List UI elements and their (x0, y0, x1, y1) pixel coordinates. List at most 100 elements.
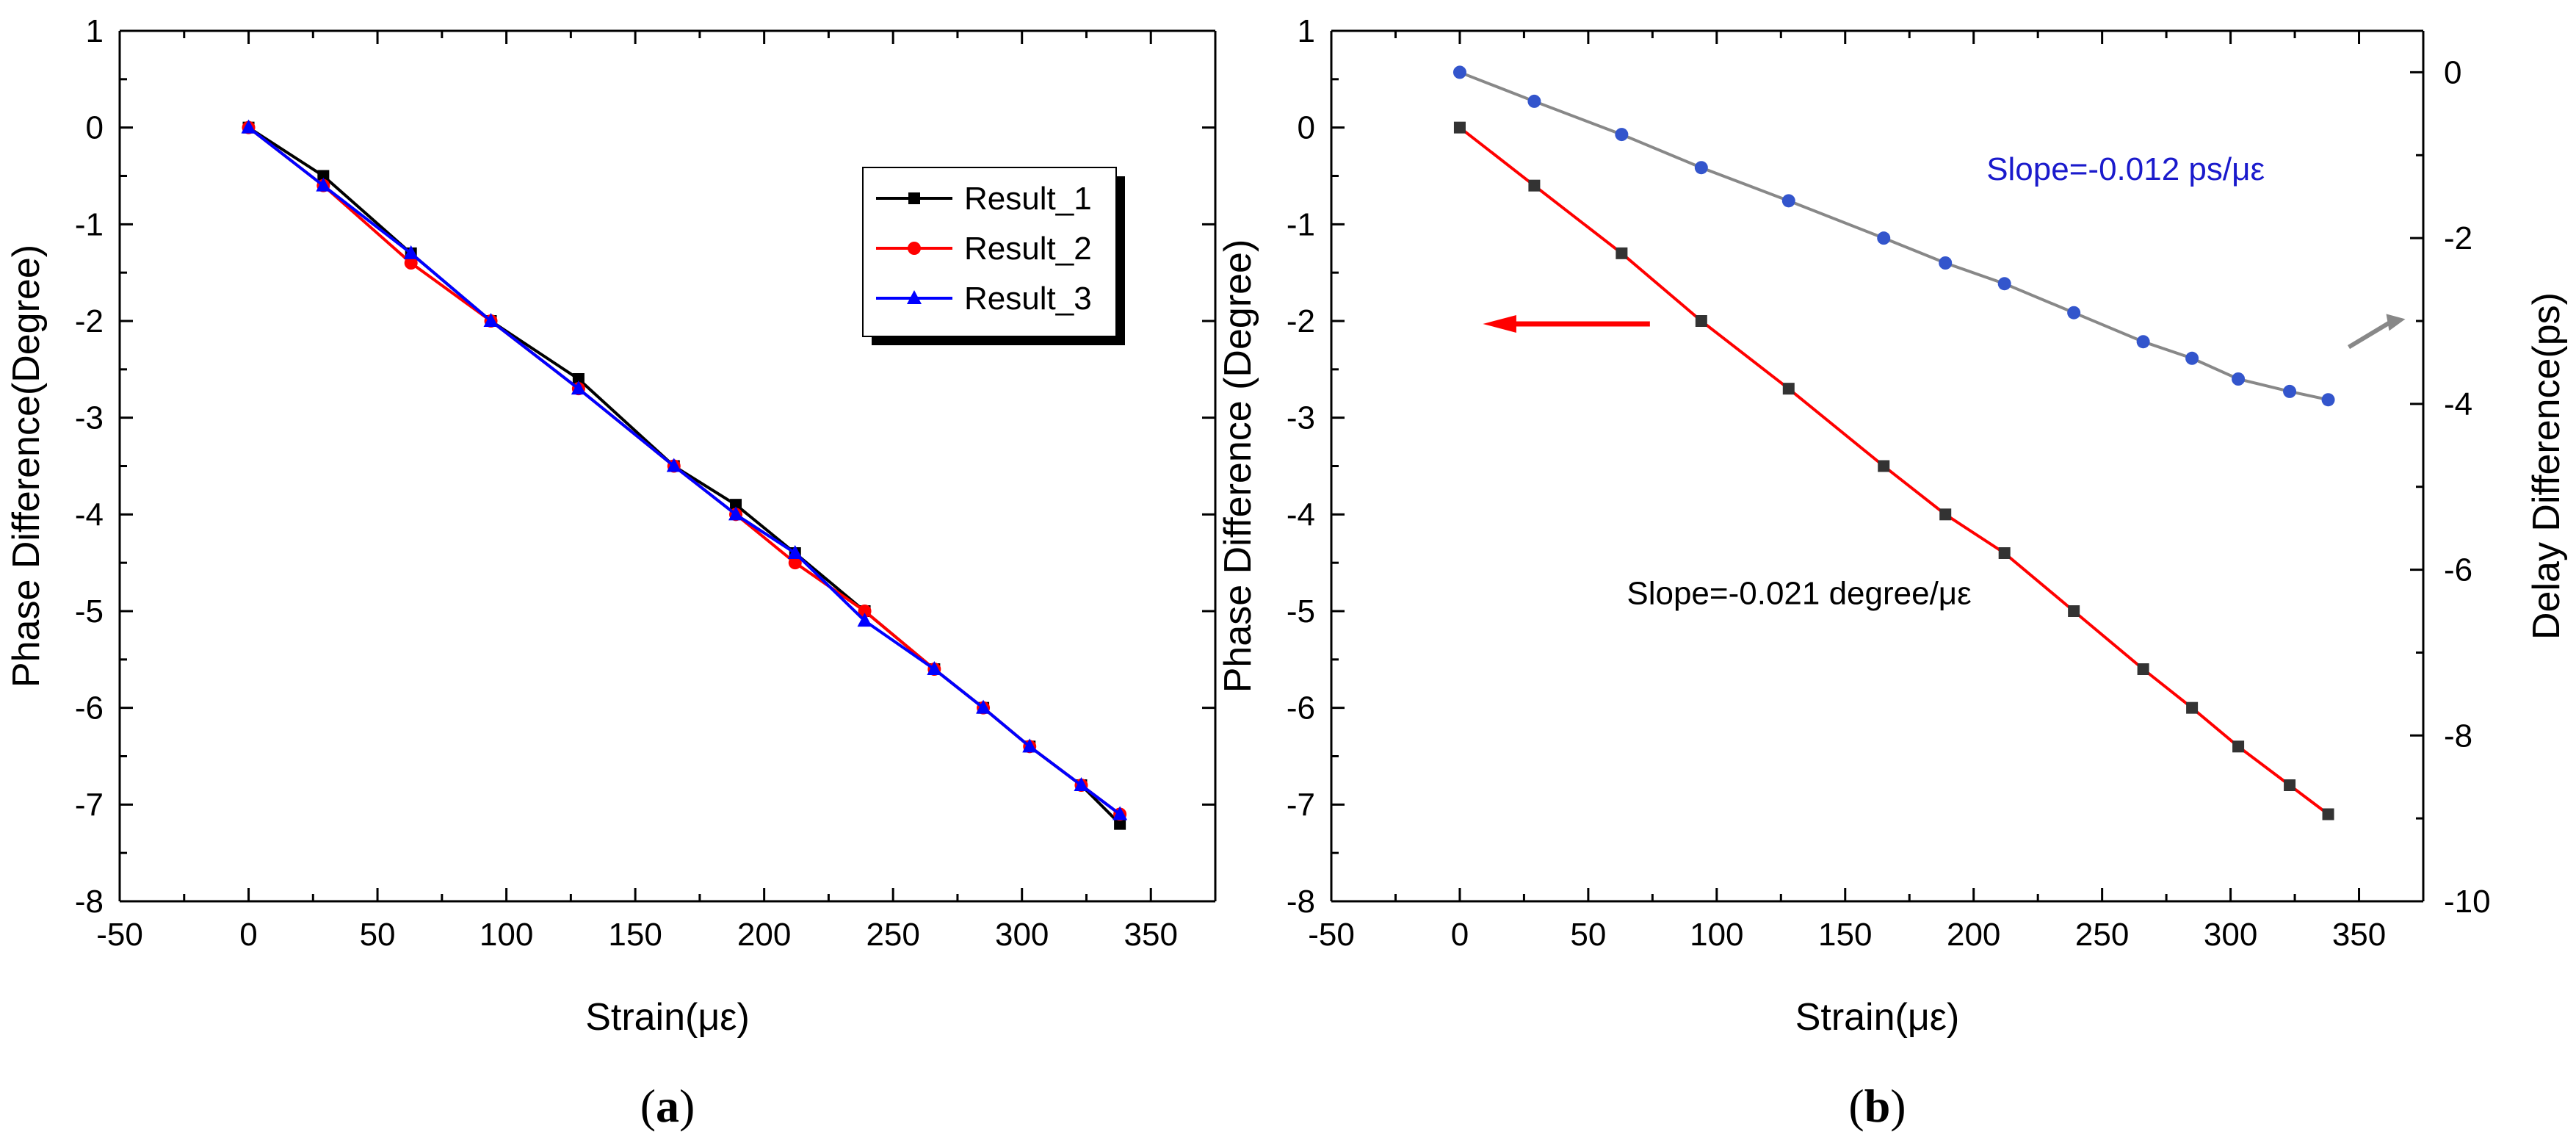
y-tick-label: -4 (1287, 497, 1315, 533)
x-tick-label: -50 (96, 917, 143, 953)
data-point (1616, 247, 1628, 259)
y-tick-label: -1 (75, 206, 104, 242)
legend-box (862, 167, 1117, 337)
data-point (1112, 806, 1128, 820)
y-tick-label: 0 (86, 110, 104, 146)
data-point (858, 605, 872, 618)
y2-tick-label: -4 (2444, 386, 2472, 422)
x-tick-label: 250 (866, 917, 919, 953)
series-line (1458, 126, 2329, 816)
data-point (907, 290, 922, 304)
data-point (2186, 701, 2199, 714)
x-axis-title: Strain(με) (1795, 996, 1960, 1039)
data-point (2283, 384, 2297, 398)
slope-annotation: Slope=-0.012 ps/με (1986, 151, 2265, 187)
panel-label: (a) (640, 1080, 695, 1132)
data-point (857, 613, 872, 627)
x-tick-label: 200 (737, 917, 791, 953)
data-point (788, 556, 802, 570)
data-point (2185, 351, 2199, 365)
x-tick-label: -50 (1308, 917, 1355, 953)
series-result_3 (241, 119, 1128, 820)
x-tick-label: 300 (995, 917, 1049, 953)
data-point (1695, 315, 1707, 327)
y-tick-label: -6 (1287, 690, 1315, 726)
legend: Result_1 Result_2 Result_3 (862, 167, 1125, 345)
y-tick-label: -5 (75, 594, 104, 629)
data-point (666, 458, 681, 472)
x-tick-label: 50 (360, 917, 396, 953)
x-tick-label: 50 (1570, 917, 1606, 953)
data-point (1527, 94, 1541, 108)
data-point (572, 373, 585, 385)
data-point (404, 256, 418, 270)
y2-tick-label: -2 (2444, 220, 2472, 256)
data-point (571, 380, 586, 395)
y-tick-label: -3 (1287, 400, 1315, 436)
data-point (316, 177, 331, 192)
x-tick-label: 100 (480, 917, 533, 953)
data-point (908, 192, 920, 204)
data-point (1452, 65, 1466, 79)
legend-label: Result_2 (964, 231, 1092, 267)
y-tick-label: -8 (75, 884, 104, 920)
x-tick-label: 250 (2075, 917, 2129, 953)
data-point (1781, 194, 1795, 208)
data-point (1022, 738, 1038, 753)
y2-tick-label: -8 (2444, 718, 2472, 754)
data-point (2232, 740, 2245, 753)
data-point (1782, 383, 1795, 395)
y-tick-label: -2 (75, 303, 104, 339)
series-line (247, 126, 1121, 816)
x-tick-label: 150 (1818, 917, 1872, 953)
arrow-head (1483, 314, 1516, 333)
series-right-axis-series (1452, 65, 2335, 407)
data-point (317, 170, 330, 182)
y-tick-label: -2 (1287, 303, 1315, 339)
x-tick-label: 350 (2332, 917, 2386, 953)
data-point (976, 699, 991, 714)
x-tick-label: 100 (1690, 917, 1743, 953)
data-point (1878, 460, 1890, 472)
data-point (1939, 508, 1952, 521)
x-tick-label: 150 (608, 917, 662, 953)
y-tick-label: -5 (1287, 594, 1315, 629)
data-point (1074, 777, 1089, 791)
data-point (2284, 779, 2296, 791)
data-point (1939, 256, 1953, 270)
chart-panel-a: -50 0 50 100 150 200 250 300 350 1 0 -1 -2 -3 -4 -5 -6 -7… (5, 13, 1217, 1132)
data-point (730, 499, 742, 511)
series-left-axis-series (1453, 121, 2334, 820)
x-tick-label: 350 (1124, 917, 1178, 953)
x-tick-label: 200 (1947, 917, 2000, 953)
y-tick-label: 0 (1298, 110, 1315, 146)
data-point (2322, 808, 2334, 820)
data-point (403, 245, 419, 259)
data-point (927, 661, 942, 675)
data-point (1998, 547, 2011, 559)
y-tick-label: -3 (75, 400, 104, 436)
panel-label: (b) (1848, 1080, 1906, 1132)
y-tick-label: -7 (1287, 787, 1315, 823)
y-tick-label: -1 (1287, 206, 1315, 242)
series-line (1459, 71, 2329, 402)
y-axis-title: Phase Difference (Degree) (1217, 239, 1259, 693)
y2-tick-label: -6 (2444, 552, 2472, 588)
data-point (908, 242, 921, 255)
data-point (2067, 306, 2081, 320)
y-tick-label: -7 (75, 787, 104, 823)
slope-annotation: Slope=-0.021 degree/με (1627, 576, 1971, 612)
arrow-head (2386, 314, 2406, 331)
x-axis-title: Strain(με) (585, 996, 750, 1039)
data-point (241, 119, 256, 134)
data-point (787, 545, 803, 559)
arrow-to-right-axis (2347, 320, 2392, 350)
data-point (1877, 231, 1891, 245)
chart-panel-b: -50 0 50 100 150 200 250 300 350 1 0 -1 -2 -3 -4 -5 -6 -7… (1217, 13, 2568, 1132)
data-point (2136, 335, 2150, 349)
data-point (2137, 663, 2149, 675)
y2-tick-label: 0 (2444, 54, 2461, 90)
x-tick-label: 0 (239, 917, 257, 953)
data-point (1114, 818, 1126, 830)
data-point (483, 313, 499, 327)
